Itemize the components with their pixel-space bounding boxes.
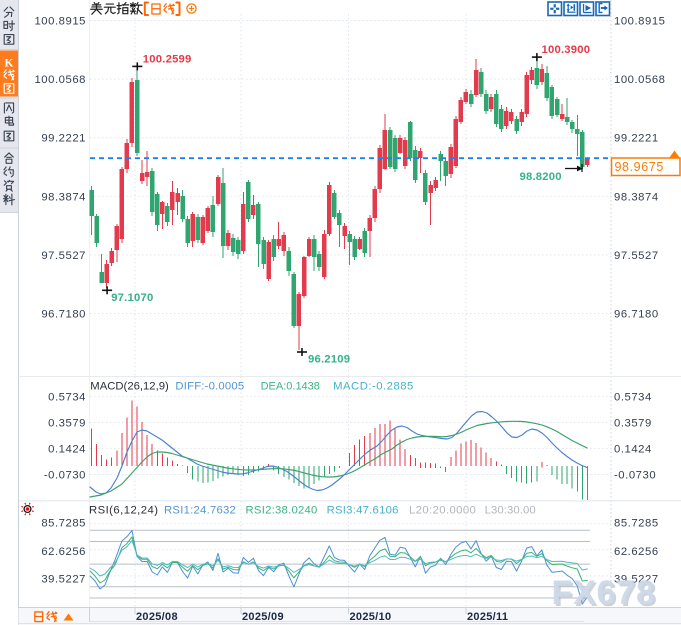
svg-text:2025/09: 2025/09	[242, 611, 284, 623]
svg-text:98.3874: 98.3874	[41, 191, 86, 203]
svg-text:RSI2:38.0240: RSI2:38.0240	[246, 505, 318, 517]
svg-text:K: K	[5, 58, 14, 70]
svg-text:2025/08: 2025/08	[136, 611, 178, 623]
svg-text:0.5734: 0.5734	[614, 391, 652, 403]
svg-text:FX678: FX678	[554, 576, 658, 614]
svg-text:39.5227: 39.5227	[41, 573, 86, 585]
svg-text:97.5527: 97.5527	[41, 250, 86, 262]
svg-text:-0.0730: -0.0730	[614, 470, 656, 482]
svg-text:RSI1:24.7632: RSI1:24.7632	[164, 505, 236, 517]
svg-text:100.3900: 100.3900	[542, 44, 591, 56]
svg-text:62.6256: 62.6256	[41, 546, 86, 558]
svg-text:100.0568: 100.0568	[34, 74, 86, 86]
svg-text:DEA:0.1438: DEA:0.1438	[261, 380, 320, 392]
svg-text:96.2109: 96.2109	[308, 354, 350, 366]
svg-text:39.5227: 39.5227	[614, 573, 659, 585]
svg-text:0.1424: 0.1424	[48, 443, 86, 455]
svg-text:85.7285: 85.7285	[614, 518, 659, 530]
svg-text:99.2221: 99.2221	[614, 133, 659, 145]
svg-text:0.5734: 0.5734	[48, 391, 86, 403]
svg-text:MACD(26,12,9): MACD(26,12,9)	[90, 380, 169, 392]
svg-text:MACD:-0.2885: MACD:-0.2885	[333, 380, 414, 392]
svg-text:85.7285: 85.7285	[41, 518, 86, 530]
svg-text:-0.0730: -0.0730	[44, 470, 86, 482]
svg-text:97.5527: 97.5527	[614, 250, 659, 262]
svg-text:0.3579: 0.3579	[48, 417, 86, 429]
svg-text:2025/10: 2025/10	[350, 611, 392, 623]
svg-text:98.9675: 98.9675	[615, 160, 664, 174]
svg-text:99.2221: 99.2221	[41, 133, 86, 145]
svg-text:L20:20.0000: L20:20.0000	[409, 505, 476, 517]
svg-text:100.8915: 100.8915	[34, 16, 86, 28]
svg-text:96.7180: 96.7180	[41, 309, 86, 321]
svg-text:FX678: FX678	[552, 574, 656, 612]
svg-text:97.1070: 97.1070	[111, 292, 153, 304]
svg-text:DIFF:-0.0005: DIFF:-0.0005	[175, 380, 244, 392]
svg-text:0.1424: 0.1424	[614, 443, 652, 455]
svg-text:100.8915: 100.8915	[614, 16, 666, 28]
svg-text:100.0568: 100.0568	[614, 74, 666, 86]
svg-text:98.8200: 98.8200	[520, 171, 562, 183]
svg-text:98.3874: 98.3874	[614, 191, 659, 203]
svg-text:62.6256: 62.6256	[614, 546, 659, 558]
svg-text:L30:30.00: L30:30.00	[485, 505, 536, 517]
svg-text:2025/11: 2025/11	[467, 611, 508, 623]
svg-text:RSI3:47.6106: RSI3:47.6106	[327, 505, 399, 517]
svg-text:96.7180: 96.7180	[614, 309, 659, 321]
svg-text:0.3579: 0.3579	[614, 417, 652, 429]
svg-text:100.2599: 100.2599	[143, 54, 192, 66]
svg-text:RSI(6,12,24): RSI(6,12,24)	[89, 505, 158, 517]
